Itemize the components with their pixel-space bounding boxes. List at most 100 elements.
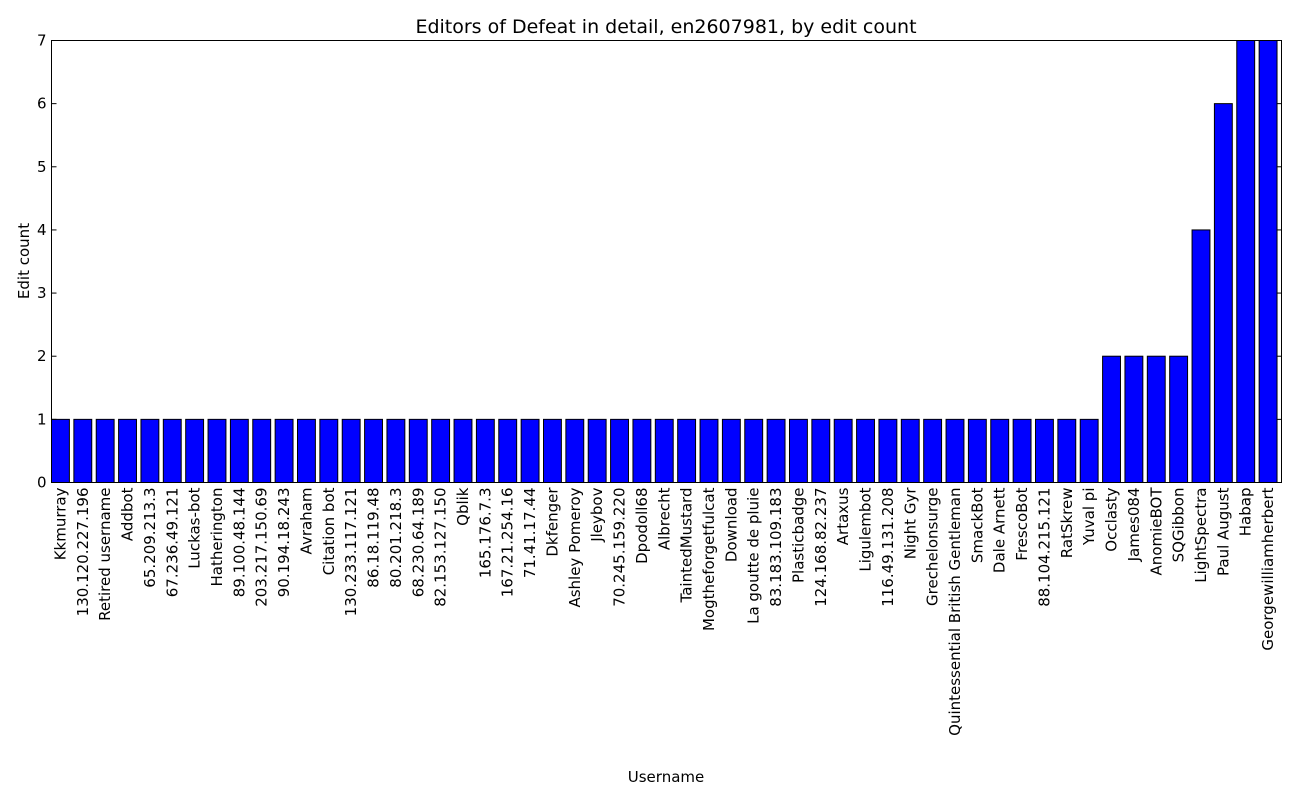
x-tick-label: 88.104.215.121: [1035, 488, 1053, 607]
x-tick-label: Avraham: [297, 488, 315, 555]
bar: [229, 418, 249, 483]
x-tick-label: Night Gyr: [901, 487, 919, 560]
x-tick-label: FrescoBot: [1013, 487, 1031, 560]
x-tick-label: Yuval pi: [1080, 488, 1098, 547]
bar: [95, 418, 115, 483]
x-tick-label: Jleybov: [588, 487, 606, 542]
bar: [274, 418, 294, 483]
x-tick-label: 203.217.150.69: [253, 488, 271, 607]
x-tick-label: Georgewilliamherbert: [1259, 487, 1277, 650]
bar: [833, 418, 853, 483]
x-tick-label: 68.230.64.189: [409, 488, 427, 598]
bar: [51, 418, 70, 483]
bar: [744, 418, 764, 483]
bar: [1191, 229, 1211, 483]
y-tick-label: 7: [37, 32, 47, 50]
x-tick-label: Occlasty: [1103, 487, 1121, 551]
bar: [453, 418, 473, 483]
bar: [811, 418, 831, 483]
x-tick-label: 89.100.48.144: [230, 488, 248, 598]
bar: [587, 418, 607, 483]
bar: [721, 418, 741, 483]
x-tick-label: Hatherington: [208, 488, 226, 587]
x-tick-label: Artaxus: [834, 487, 852, 545]
x-tick-label: Dkfenger: [543, 487, 561, 557]
y-tick-label: 6: [37, 95, 47, 113]
bar: [1012, 418, 1032, 483]
bar: [1236, 40, 1256, 483]
bar: [498, 418, 518, 483]
bar: [945, 418, 965, 483]
bar: [1079, 418, 1099, 483]
x-tick-label: Retired username: [96, 488, 114, 621]
x-tick-label: 70.245.159.220: [611, 488, 629, 607]
bar: [900, 418, 920, 483]
bar: [1146, 355, 1166, 483]
x-tick-label: Mogtheforgetfulcat: [700, 487, 718, 631]
y-tick-label: 0: [37, 474, 47, 492]
bar: [520, 418, 540, 483]
bar: [1258, 40, 1278, 483]
category-labels: Kkmurray 130.120.227.196 Retired username A…: [51, 487, 1277, 736]
bar: [632, 418, 652, 483]
bar: [789, 418, 808, 483]
bar: [878, 418, 898, 483]
bar: [699, 418, 719, 483]
bar: [118, 418, 137, 483]
bar: [610, 418, 629, 483]
x-tick-label: 116.49.131.208: [879, 488, 897, 607]
ticks-layer: 0 1 2 3 4 5 6 7: [37, 32, 1282, 492]
bar: [207, 418, 227, 483]
bar: [162, 418, 182, 483]
bar: [341, 418, 361, 483]
x-tick-label: 82.153.127.150: [432, 488, 450, 607]
x-tick-label: 130.120.227.196: [74, 488, 92, 617]
bar: [1124, 355, 1144, 483]
x-tick-label: Kkmurray: [51, 487, 69, 560]
bar: [990, 418, 1010, 483]
bar: [431, 418, 451, 483]
x-tick-label: Grechelonsurge: [924, 488, 942, 607]
x-axis-label: Username: [628, 768, 704, 786]
x-tick-label: James084: [1125, 488, 1143, 563]
y-tick-label: 3: [37, 284, 47, 302]
x-tick-label: 67.236.49.121: [163, 488, 181, 598]
y-tick-label: 2: [37, 347, 47, 365]
x-tick-label: Habap: [1237, 488, 1255, 537]
bar: [297, 418, 316, 483]
x-tick-label: Download: [722, 488, 740, 563]
x-tick-label: La goutte de pluie: [745, 488, 763, 624]
bar: [1102, 355, 1121, 483]
x-tick-label: SmackBot: [968, 487, 986, 563]
y-tick-label: 5: [37, 158, 47, 176]
x-tick-label: 71.41.17.44: [521, 488, 539, 579]
bar: [565, 418, 585, 483]
x-tick-label: 80.201.218.3: [387, 488, 405, 588]
bar: [967, 418, 987, 483]
chart-title: Editors of Defeat in detail, en2607981, …: [415, 16, 916, 38]
x-tick-label: SQGibbon: [1170, 488, 1188, 563]
bars-layer: [51, 40, 1278, 483]
bar: [386, 418, 406, 483]
bar: [856, 418, 875, 483]
x-tick-label: RatSkrew: [1058, 488, 1076, 559]
bar: [1213, 103, 1233, 483]
x-tick-label: Dpodoll68: [633, 488, 651, 564]
x-tick-label: Ligulembot: [857, 487, 875, 571]
x-tick-label: Quintessential British Gentleman: [946, 488, 964, 736]
bar: [1169, 355, 1189, 483]
x-tick-label: 90.194.18.243: [275, 488, 293, 598]
x-tick-label: 65.209.213.3: [141, 488, 159, 588]
x-tick-label: Plasticbadge: [789, 488, 807, 584]
y-axis-label: Edit count: [15, 223, 33, 299]
x-tick-label: Ashley Pomeroy: [566, 487, 584, 607]
x-tick-label: 124.168.82.237: [812, 488, 830, 607]
bar: [1035, 418, 1054, 483]
x-tick-label: 83.183.109.183: [767, 488, 785, 607]
x-tick-label: Luckas-bot: [186, 487, 204, 568]
y-tick-label: 1: [37, 410, 47, 428]
bar: [677, 418, 697, 483]
bar: [408, 418, 428, 483]
x-tick-label: Paul August: [1214, 487, 1232, 576]
